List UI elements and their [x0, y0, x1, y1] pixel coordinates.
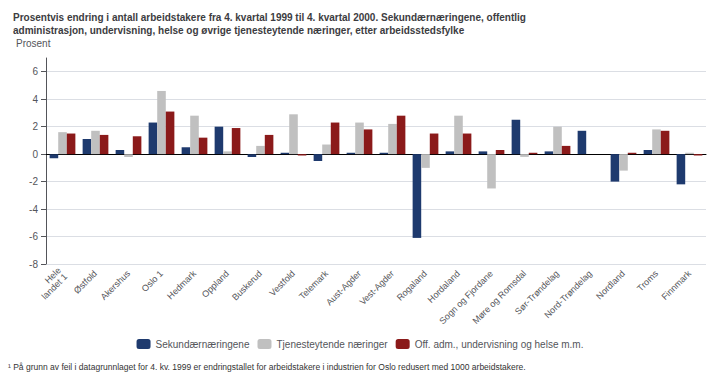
svg-text:Aust-Agder: Aust-Agder	[324, 268, 363, 307]
svg-text:Oslo 1: Oslo 1	[140, 268, 165, 293]
svg-text:-6: -6	[29, 231, 38, 242]
svg-text:¹ På grunn av feil i datagrunn: ¹ På grunn av feil i datagrunnlaget for …	[8, 362, 526, 372]
svg-text:0: 0	[32, 149, 38, 160]
svg-text:Akershus: Akershus	[98, 268, 132, 302]
svg-text:Hele: Hele	[42, 265, 63, 286]
svg-text:6: 6	[32, 66, 38, 77]
svg-text:Hordaland: Hordaland	[425, 268, 462, 305]
svg-text:Prosent: Prosent	[16, 38, 51, 49]
svg-text:Buskerud: Buskerud	[230, 268, 264, 302]
svg-text:Sogn og Fjordane: Sogn og Fjordane	[437, 268, 495, 326]
svg-text:Nordland: Nordland	[594, 268, 627, 301]
svg-text:-8: -8	[29, 259, 38, 270]
svg-text:Sør-Trøndelag: Sør-Trøndelag	[512, 268, 561, 317]
svg-text:Off. adm., undervisning og hel: Off. adm., undervisning og helse m.m.	[415, 339, 584, 350]
svg-text:Sekundærnæringene: Sekundærnæringene	[156, 339, 250, 350]
svg-text:Troms: Troms	[635, 268, 660, 293]
svg-text:Rogaland: Rogaland	[395, 268, 429, 302]
svg-text:-2: -2	[29, 176, 38, 187]
svg-text:Nord-Trøndelag: Nord-Trøndelag	[542, 268, 594, 320]
svg-text:Møre og Romsdal: Møre og Romsdal	[470, 268, 528, 326]
svg-text:Oppland: Oppland	[200, 268, 231, 299]
svg-text:Prosentvis endring i antall ar: Prosentvis endring i antall arbeidstaker…	[13, 12, 526, 23]
svg-text:landet 1: landet 1	[40, 272, 70, 302]
svg-text:2: 2	[32, 121, 38, 132]
svg-text:Østfold: Østfold	[72, 268, 99, 295]
svg-text:4: 4	[32, 94, 38, 105]
svg-text:Vestfold: Vestfold	[267, 268, 297, 298]
svg-text:Vest-Agder: Vest-Agder	[358, 268, 397, 307]
svg-text:Hedmark: Hedmark	[165, 268, 198, 301]
svg-text:-4: -4	[29, 204, 38, 215]
svg-text:Telemark: Telemark	[297, 268, 330, 301]
svg-text:administrasjon, undervisning,: administrasjon, undervisning, helse og ø…	[13, 25, 465, 36]
svg-text:Finnmark: Finnmark	[659, 268, 693, 302]
svg-text:Tjenesteytende næringer: Tjenesteytende næringer	[276, 339, 388, 350]
